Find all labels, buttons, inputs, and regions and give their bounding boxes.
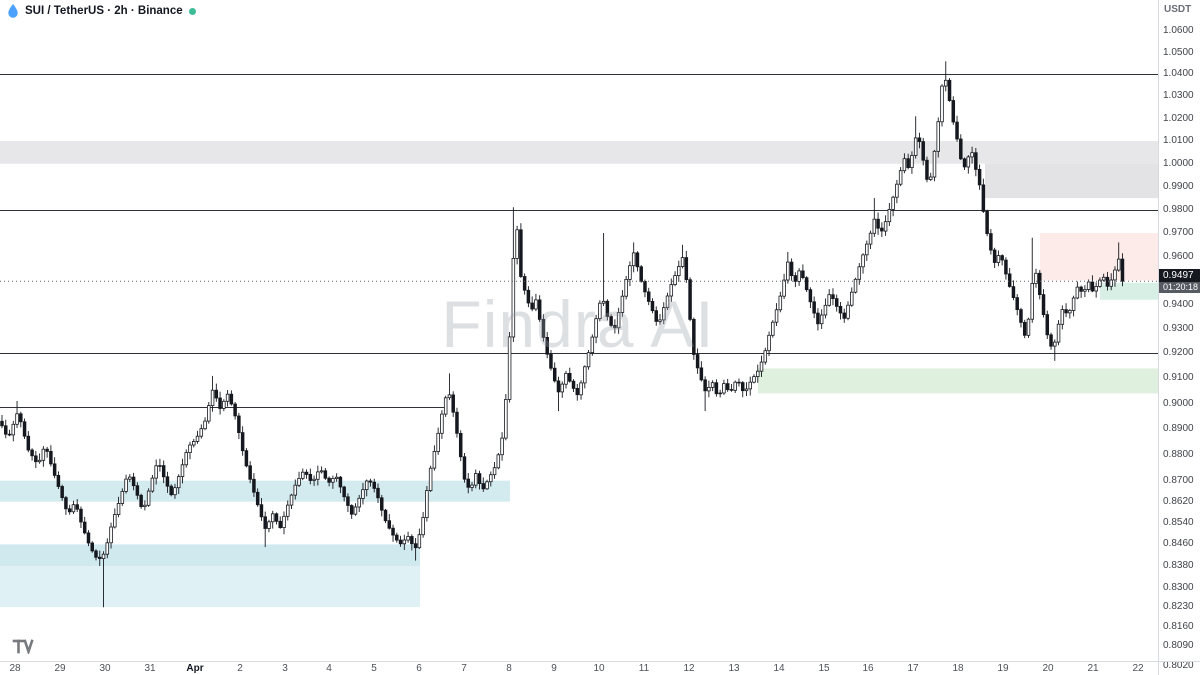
price-tick: 0.8020 <box>1163 660 1194 671</box>
time-tick: 28 <box>9 663 21 674</box>
price-tick: 0.9700 <box>1163 227 1194 238</box>
time-tick: 5 <box>371 663 377 674</box>
time-tick: 30 <box>99 663 111 674</box>
price-tick: 1.0000 <box>1163 158 1194 169</box>
market-status-dot[interactable] <box>188 7 196 15</box>
symbol-title: SUI / TetherUS · 2h · Binance <box>25 5 183 17</box>
tradingview-logo-icon <box>12 639 34 656</box>
time-tick: Apr <box>186 663 204 674</box>
zone-gray-right-0.9850-1.0000[interactable] <box>985 163 1158 199</box>
zone-pink-right-0.9500-0.9700[interactable] <box>1040 233 1158 281</box>
chart-pane[interactable]: Findra AI <box>0 0 1158 661</box>
price-tick: 0.8460 <box>1163 538 1194 549</box>
zone-green-0.9040-0.9140[interactable] <box>758 368 1158 394</box>
price-axis[interactable]: USDT 0.9497 01:20:18 1.0600 1.0500 1.0400 1… <box>1159 0 1200 671</box>
price-tick: 0.8540 <box>1163 517 1194 528</box>
time-tick: 19 <box>997 663 1009 674</box>
price-tick: 1.0100 <box>1163 135 1194 146</box>
time-tick: 8 <box>506 663 512 674</box>
price-tick: 0.8700 <box>1163 475 1194 486</box>
sui-logo-icon <box>8 4 18 18</box>
axis-separator-vertical <box>1158 0 1159 675</box>
price-tick: 0.9000 <box>1163 398 1194 409</box>
price-tick: 1.0200 <box>1163 113 1194 124</box>
bar-countdown: 01:20:18 <box>1159 282 1200 293</box>
price-tick: 0.8800 <box>1163 449 1194 460</box>
price-tick: 0.9300 <box>1163 323 1194 334</box>
time-tick: 15 <box>818 663 830 674</box>
price-tick: 0.9800 <box>1163 204 1194 215</box>
time-tick: 20 <box>1042 663 1054 674</box>
time-tick: 10 <box>593 663 605 674</box>
symbol-legend[interactable]: SUI / TetherUS · 2h · Binance <box>7 4 196 18</box>
price-tick: 0.8090 <box>1163 640 1194 651</box>
time-tick: 13 <box>728 663 740 674</box>
time-tick: 29 <box>54 663 66 674</box>
time-tick: 7 <box>461 663 467 674</box>
time-tick: 22 <box>1132 663 1144 674</box>
price-tick: 0.8380 <box>1163 560 1194 571</box>
time-tick: 17 <box>907 663 919 674</box>
time-tick: 12 <box>683 663 695 674</box>
time-tick: 3 <box>282 663 288 674</box>
time-tick: 6 <box>416 663 422 674</box>
time-tick: 9 <box>551 663 557 674</box>
price-tick: 0.8620 <box>1163 496 1194 507</box>
axis-separator-horizontal <box>0 661 1200 662</box>
price-tick: 0.8300 <box>1163 582 1194 593</box>
last-price-value: 0.9497 <box>1159 269 1200 282</box>
price-tick: 0.9200 <box>1163 347 1194 358</box>
price-tick: 0.8160 <box>1163 621 1194 632</box>
last-price-badge: 0.9497 01:20:18 <box>1159 269 1200 293</box>
time-tick: 21 <box>1087 663 1099 674</box>
time-axis[interactable]: 28 29 30 31 Apr 2 3 4 5 6 7 8 9 10 11 12 13 14 15 16 17 18 19 2… <box>0 663 1158 675</box>
price-tick: 1.0600 <box>1163 25 1194 36</box>
time-tick: 31 <box>144 663 156 674</box>
price-tick: 1.0500 <box>1163 47 1194 58</box>
price-tick: 1.0300 <box>1163 90 1194 101</box>
zone-gray-1.0000-1.0100[interactable] <box>0 141 1158 164</box>
time-tick: 4 <box>326 663 332 674</box>
price-tick: 0.9400 <box>1163 299 1194 310</box>
price-tick: 0.9600 <box>1163 251 1194 262</box>
candlestick-chart <box>0 61 1158 608</box>
axis-currency-label: USDT <box>1164 4 1192 15</box>
tradingview-logo[interactable] <box>12 638 36 659</box>
time-tick: 14 <box>773 663 785 674</box>
time-tick: 18 <box>952 663 964 674</box>
time-tick: 2 <box>237 663 243 674</box>
time-tick: 16 <box>862 663 874 674</box>
price-tick: 1.0400 <box>1163 68 1194 79</box>
price-tick: 0.9100 <box>1163 372 1194 383</box>
horizontal-lines-layer <box>0 74 1158 408</box>
zone-cyan-left-0.8380-0.8460[interactable] <box>0 544 420 566</box>
time-tick: 11 <box>638 663 650 674</box>
zone-cyan-left-0.8230-0.8380[interactable] <box>0 566 420 608</box>
price-tick: 0.8900 <box>1163 423 1194 434</box>
price-tick: 0.9900 <box>1163 181 1194 192</box>
candle-bodies-layer <box>0 79 1125 560</box>
zone-teal-right-0.9420-0.9490[interactable] <box>1100 282 1158 300</box>
price-tick: 0.8230 <box>1163 601 1194 612</box>
